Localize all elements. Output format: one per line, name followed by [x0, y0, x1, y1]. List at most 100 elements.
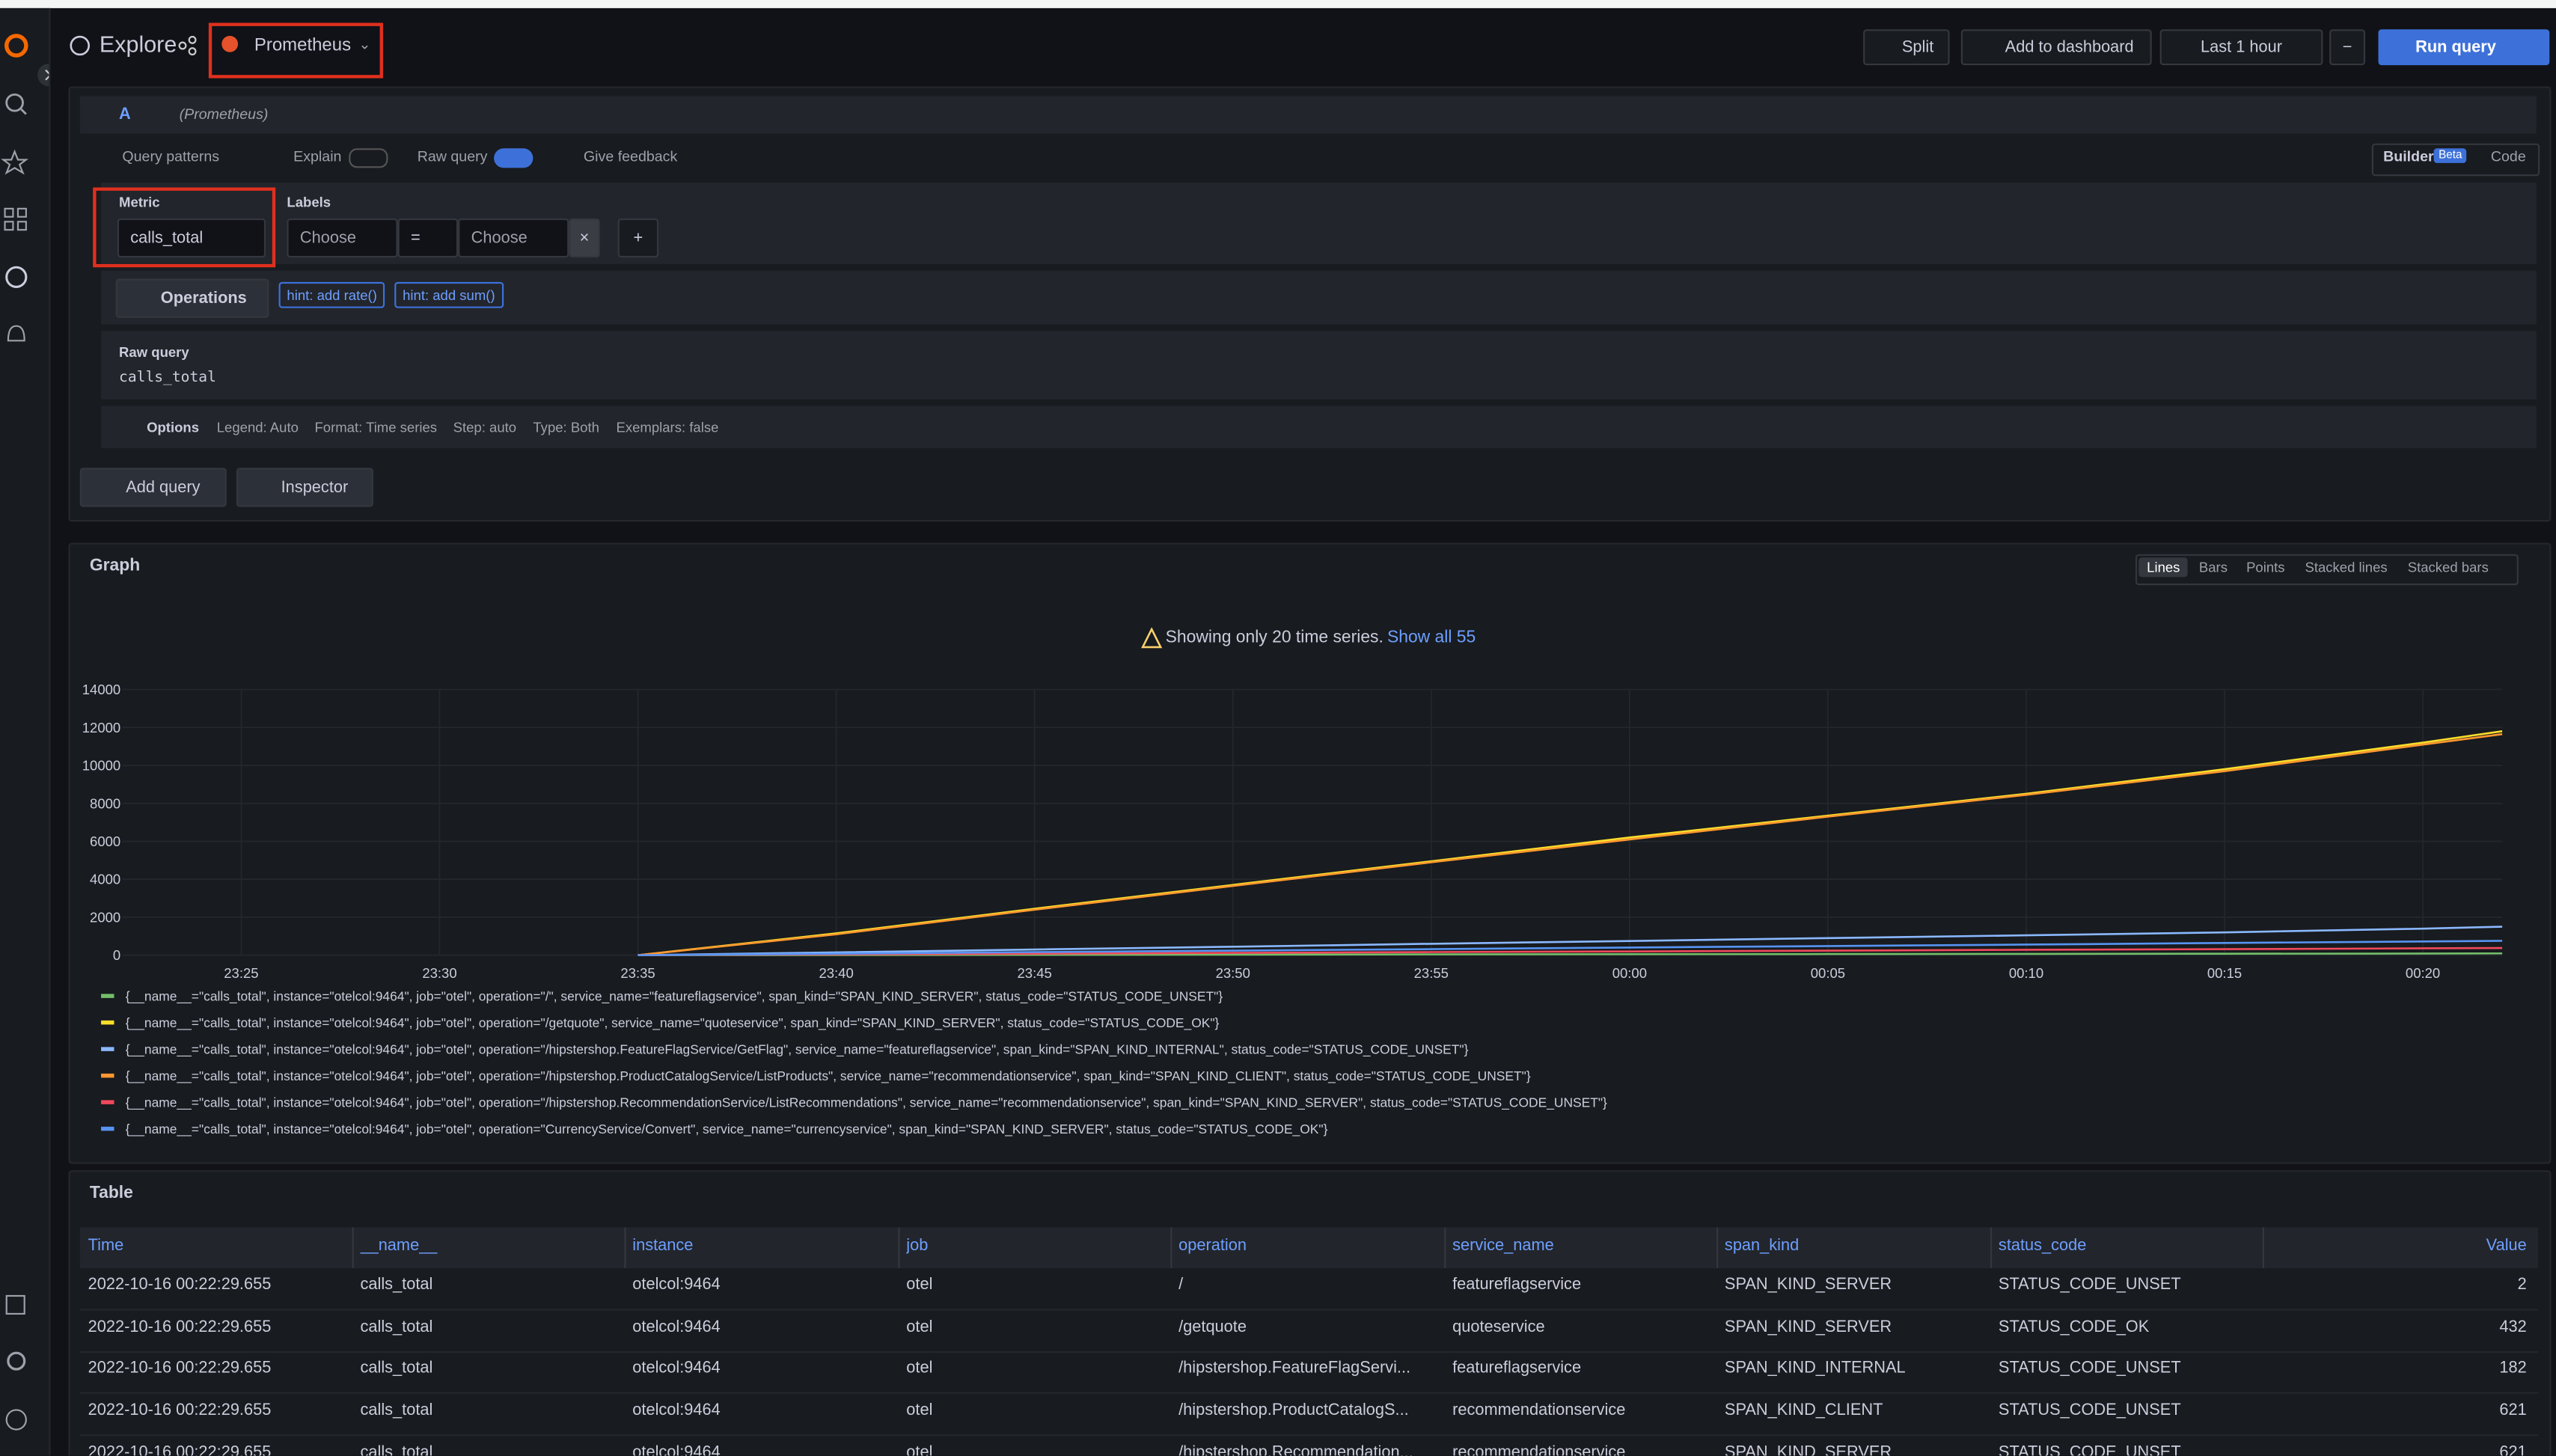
table-cell: calls_total	[360, 1443, 433, 1456]
table-cell: otel	[906, 1276, 933, 1294]
column-header[interactable]: Value	[2486, 1237, 2527, 1255]
column-header[interactable]: operation	[1178, 1237, 1247, 1255]
series-line	[638, 952, 2503, 956]
table-cell: /	[1178, 1276, 1184, 1294]
time-range: Last 1 hour	[2201, 38, 2283, 57]
legend-entry[interactable]: {__name__="calls_total", instance="otelc…	[126, 989, 1223, 1004]
row-divider	[79, 1351, 2539, 1353]
table-cell: otelcol:9464	[632, 1443, 721, 1456]
table-cell: 2022-10-16 00:22:29.655	[88, 1443, 272, 1456]
column-header[interactable]: service_name	[1452, 1237, 1554, 1255]
remove-label[interactable]: ×	[569, 218, 600, 258]
x-tick-label: 00:00	[1612, 965, 1647, 981]
warning-text: Showing only 20 time series.	[1165, 627, 1384, 647]
row-divider	[79, 1434, 2539, 1437]
x-tick-label: 23:30	[422, 965, 456, 981]
datasource-icon	[221, 35, 239, 52]
legend-entry[interactable]: {__name__="calls_total", instance="otelc…	[126, 1015, 1220, 1030]
query-row-header	[79, 96, 2537, 134]
column-divider	[352, 1227, 354, 1268]
add-to-dashboard-button[interactable]: Add to dashboard	[1960, 29, 2152, 66]
table-cell: otelcol:9464	[632, 1401, 721, 1420]
column-header[interactable]: job	[906, 1237, 929, 1255]
label-select[interactable]: Choose	[287, 218, 398, 258]
datasource-picker[interactable]: Prometheus	[254, 35, 352, 56]
add-query-button[interactable]: Add query	[79, 468, 227, 507]
graph-title: Graph	[89, 555, 141, 576]
legend-entry[interactable]: {__name__="calls_total", instance="otelc…	[126, 1095, 1607, 1110]
table-cell: 621	[2499, 1401, 2527, 1420]
graph-mode[interactable]: Stacked bars	[2407, 559, 2489, 576]
raw-query-toggle[interactable]	[494, 148, 533, 168]
table-cell: 2	[2517, 1276, 2527, 1294]
add-label-button[interactable]: +	[617, 218, 659, 258]
graph-mode[interactable]: Bars	[2198, 559, 2228, 576]
graph-mode[interactable]: Points	[2246, 559, 2285, 576]
sidebar-icons	[1, 34, 61, 1431]
graph-mode[interactable]: Stacked lines	[2305, 559, 2388, 576]
operator-select[interactable]: =	[397, 218, 459, 258]
run-query-button[interactable]: Run query	[2378, 29, 2550, 66]
options-area	[101, 406, 2537, 449]
column-divider	[898, 1227, 900, 1268]
legend-entry[interactable]: {__name__="calls_total", instance="otelc…	[126, 1122, 1328, 1137]
show-all-link[interactable]: Show all 55	[1386, 627, 1476, 647]
column-header[interactable]: Time	[88, 1237, 124, 1255]
legend-entry[interactable]: {__name__="calls_total", instance="otelc…	[126, 1042, 1469, 1057]
share-icon[interactable]	[177, 35, 197, 56]
sidebar	[0, 7, 61, 1456]
labels-label: Labels	[287, 194, 331, 211]
column-header[interactable]: instance	[632, 1237, 694, 1255]
column-divider	[2262, 1227, 2265, 1268]
table-panel	[68, 1170, 2552, 1456]
explain-toggle[interactable]	[349, 148, 388, 168]
y-tick-label: 12000	[82, 720, 120, 735]
split-button[interactable]: Split	[1863, 29, 1950, 66]
x-tick-label: 23:55	[1414, 965, 1449, 981]
table-cell: 2022-10-16 00:22:29.655	[88, 1318, 272, 1336]
column-header[interactable]: status_code	[1998, 1237, 2087, 1255]
table-header	[79, 1227, 2539, 1268]
column-header[interactable]: span_kind	[1724, 1237, 1800, 1255]
value-select[interactable]: Choose	[458, 218, 569, 258]
x-tick-label: 23:35	[620, 965, 655, 981]
option-summary: Type: Both	[533, 418, 599, 435]
builder-mode[interactable]: Builder	[2383, 148, 2434, 165]
warning-icon	[1141, 627, 1163, 649]
metric-select[interactable]: calls_total	[117, 218, 266, 258]
options-title[interactable]: Options	[147, 418, 200, 435]
y-tick-label: 4000	[90, 872, 120, 887]
x-tick-label: 23:45	[1018, 965, 1052, 981]
raw-query-area	[101, 331, 2537, 400]
y-tick-label: 0	[113, 947, 120, 963]
table-title: Table	[89, 1183, 133, 1203]
hint[interactable]: hint: add rate()	[278, 281, 385, 308]
operations-label: Operations	[160, 289, 247, 308]
legend-entry[interactable]: {__name__="calls_total", instance="otelc…	[126, 1068, 1531, 1083]
table-cell: quoteservice	[1452, 1318, 1545, 1336]
column-divider	[1990, 1227, 1993, 1268]
operator: =	[410, 229, 421, 248]
explain-label: Explain	[293, 148, 342, 165]
raw-query-label: Raw query	[417, 148, 488, 165]
series-line	[638, 940, 2503, 956]
code-mode[interactable]: Code	[2490, 148, 2526, 165]
graph-panel	[68, 542, 2552, 1164]
time-picker[interactable]: Last 1 hour	[2159, 29, 2323, 66]
option-summary: Step: auto	[453, 418, 517, 435]
inspector-label: Inspector	[281, 478, 349, 497]
query-ref[interactable]: A	[119, 105, 131, 124]
series-line	[638, 732, 2503, 956]
operations-button[interactable]: Operations	[115, 278, 269, 318]
table-cell: otelcol:9464	[632, 1359, 721, 1378]
zoom-out[interactable]: −	[2329, 29, 2366, 66]
hint[interactable]: hint: add sum()	[394, 281, 504, 308]
column-header[interactable]: __name__	[360, 1237, 438, 1255]
chevron: ⌄	[358, 35, 371, 52]
feedback-link[interactable]: Give feedback	[583, 148, 678, 165]
inspector-button[interactable]: Inspector	[236, 468, 373, 507]
graph-mode[interactable]: Lines	[2138, 557, 2189, 578]
table-cell: featureflagservice	[1452, 1276, 1582, 1294]
table-cell: recommendationservice	[1452, 1401, 1626, 1420]
query-patterns[interactable]: Query patterns	[122, 148, 220, 165]
